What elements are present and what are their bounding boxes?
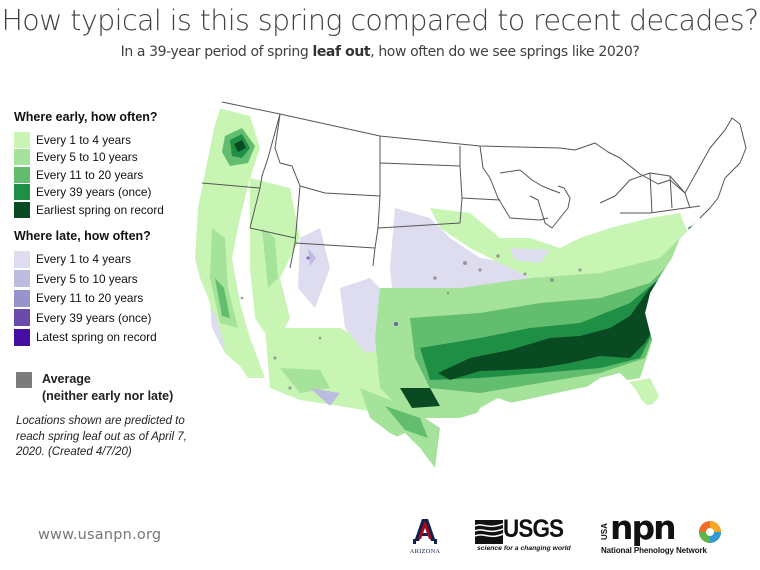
legend-late-heading: Where late, how often? bbox=[14, 228, 151, 243]
legend-late-group: Where late, how often? Every 1 to 4 year… bbox=[14, 229, 189, 348]
color-swatch bbox=[16, 372, 32, 388]
legend-item: Every 1 to 4 years bbox=[14, 131, 189, 149]
legend-item: Every 1 to 4 years bbox=[14, 250, 189, 270]
color-swatch bbox=[14, 166, 30, 183]
npn-logo: USA npn National Phenology Network bbox=[600, 508, 730, 560]
npn-leaf-icon bbox=[699, 521, 721, 543]
color-swatch bbox=[14, 328, 30, 346]
color-swatch bbox=[14, 184, 30, 201]
legend-early-heading: Where early, how often? bbox=[14, 110, 158, 124]
legend-item: Every 5 to 10 years bbox=[14, 269, 189, 289]
legend-item: Every 5 to 10 years bbox=[14, 149, 189, 167]
us-leaf-out-map bbox=[192, 101, 747, 483]
color-swatch bbox=[14, 309, 30, 327]
legend-item: Earliest spring on record bbox=[14, 201, 189, 219]
color-swatch bbox=[14, 149, 30, 166]
usgs-wave-icon bbox=[475, 520, 503, 544]
legend-item: Latest spring on record bbox=[14, 328, 189, 348]
color-swatch bbox=[14, 270, 30, 288]
color-swatch bbox=[14, 250, 30, 268]
color-swatch bbox=[14, 131, 30, 148]
arizona-a-icon bbox=[413, 519, 437, 544]
legend-item: Every 11 to 20 years bbox=[14, 289, 189, 309]
arizona-logo: ARIZONA bbox=[405, 517, 445, 557]
legend-early-group: Every 1 to 4 years Every 5 to 10 years E… bbox=[14, 131, 189, 219]
page-title: How typical is this spring compared to r… bbox=[1, 4, 759, 37]
usgs-logo: USGS science for a changing world bbox=[475, 515, 571, 552]
average-sublabel: (neither early nor late) bbox=[42, 389, 174, 403]
website-link[interactable]: www.usanpn.org bbox=[38, 527, 162, 543]
legend: Where early, how often? Every 1 to 4 yea… bbox=[14, 110, 189, 347]
average-label: Average bbox=[42, 372, 91, 386]
legend-item: Every 39 years (once) bbox=[14, 308, 189, 328]
page-subtitle: In a 39-year period of spring leaf out, … bbox=[120, 44, 640, 60]
legend-average: Average (neither early nor late) bbox=[16, 371, 173, 405]
map-note: Locations shown are predicted to reach s… bbox=[16, 415, 187, 458]
color-swatch bbox=[14, 201, 30, 218]
legend-item: Every 11 to 20 years bbox=[14, 166, 189, 184]
color-swatch bbox=[14, 289, 30, 307]
legend-item: Every 39 years (once) bbox=[14, 184, 189, 202]
